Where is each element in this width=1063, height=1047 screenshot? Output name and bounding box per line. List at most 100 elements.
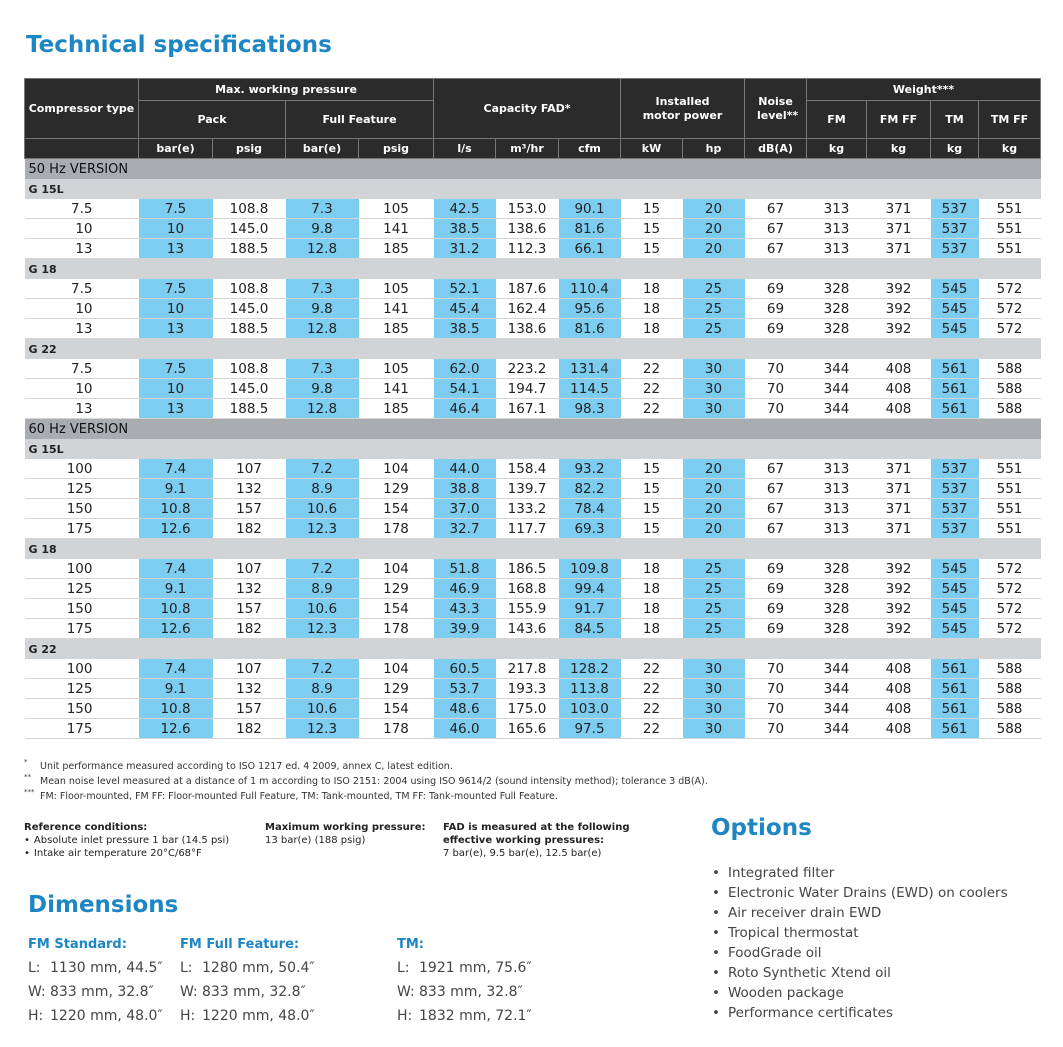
cell: 344 [806, 698, 867, 719]
cell: 67 [744, 478, 807, 499]
cell: 313 [806, 498, 867, 519]
cell: 42.5 [433, 199, 496, 219]
cell: 15 [620, 238, 683, 259]
cell: 138.6 [495, 218, 559, 239]
cell: 129 [358, 578, 434, 599]
footnote-text: Unit performance measured according to I… [40, 761, 453, 772]
header-cell: TM FF [978, 100, 1042, 139]
cell: 588 [978, 698, 1041, 719]
cell: 9.8 [285, 298, 359, 319]
cell: 12.3 [285, 518, 359, 539]
cell: 313 [806, 518, 867, 539]
cell: 44.0 [433, 459, 496, 479]
cell: 313 [806, 459, 867, 479]
cell: 104 [358, 559, 434, 579]
cell: 7.5 [138, 359, 213, 379]
cell: 9.8 [285, 218, 359, 239]
cell: 537 [930, 238, 979, 259]
cell: 22 [620, 678, 683, 699]
cell: 91.7 [558, 598, 621, 619]
cell: 145.0 [212, 378, 286, 399]
cell: 67 [744, 238, 807, 259]
cell: 10 [24, 298, 139, 319]
cell: 25 [682, 578, 745, 599]
cell: 108.8 [212, 359, 286, 379]
cell: 143.6 [495, 618, 559, 639]
cell: 10 [138, 378, 213, 399]
cell: 100 [24, 659, 139, 679]
cell: 178 [358, 518, 434, 539]
cell: 105 [358, 359, 434, 379]
unit-cell: kg [866, 138, 932, 159]
cell: 125 [24, 578, 139, 599]
cell: 25 [682, 279, 745, 299]
cell: 561 [930, 398, 979, 419]
reference-item: Absolute inlet pressure 1 bar (14.5 psi) [24, 834, 264, 847]
cell: 194.7 [495, 378, 559, 399]
cell: 52.1 [433, 279, 496, 299]
cell: 67 [744, 518, 807, 539]
data-row: 175 12.6 182 12.3 178 32.7 117.7 69.3 15 20 67 313 3… [24, 518, 1041, 539]
cell: 114.5 [558, 378, 621, 399]
data-row: 7.5 7.5 108.8 7.3 105 42.5 153.0 90.1 15 20 67 313 3… [24, 199, 1041, 219]
reference: Reference conditions: Absolute inlet pre… [24, 821, 264, 860]
data-row: 175 12.6 182 12.3 178 39.9 143.6 84.5 18 25 69 328 3… [24, 618, 1041, 639]
spec-table: Compressor type Max. working pressure Ca… [24, 78, 1042, 739]
cell: 328 [806, 298, 867, 319]
cell: 10 [138, 298, 213, 319]
cell: 408 [866, 678, 931, 699]
cell: 551 [978, 218, 1041, 239]
cell: 20 [682, 459, 745, 479]
cell: 157 [212, 498, 286, 519]
cell: 185 [358, 318, 434, 339]
cell: 588 [978, 678, 1041, 699]
cell: 392 [866, 598, 931, 619]
dimension-value: 833 mm, 32.8″ [202, 984, 306, 1000]
data-row: 150 10.8 157 10.6 154 48.6 175.0 103.0 22 30 70 344… [24, 698, 1041, 719]
cell: 7.5 [24, 279, 139, 299]
dimension-label: H: [180, 1008, 196, 1024]
reference-title: Reference conditions: [24, 822, 148, 833]
cell: 408 [866, 698, 931, 719]
cell: 10.8 [138, 698, 213, 719]
cell: 572 [978, 618, 1041, 639]
data-row: 13 13 188.5 12.8 185 31.2 112.3 66.1 15 20 67 313 37… [24, 238, 1041, 259]
cell: 110.4 [558, 279, 621, 299]
fad-text: 7 bar(e), 9.5 bar(e), 12.5 bar(e) [443, 848, 602, 859]
cell: 10.6 [285, 698, 359, 719]
data-row: 100 7.4 107 7.2 104 44.0 158.4 93.2 15 20 67 313 371… [24, 459, 1041, 479]
cell: 371 [866, 498, 931, 519]
cell: 25 [682, 598, 745, 619]
cell: 67 [744, 498, 807, 519]
cell: 139.7 [495, 478, 559, 499]
cell: 22 [620, 659, 683, 679]
cell: 93.2 [558, 459, 621, 479]
header-cell: TM [930, 100, 980, 139]
cell: 371 [866, 218, 931, 239]
cell: 153.0 [495, 199, 559, 219]
cell: 551 [978, 498, 1041, 519]
cell: 70 [744, 678, 807, 699]
reference-list: Absolute inlet pressure 1 bar (14.5 psi)… [24, 834, 264, 860]
footnote: *** FM: Floor-mounted, FM FF: Floor-mount… [24, 788, 558, 802]
cell: 20 [682, 498, 745, 519]
cell: 117.7 [495, 518, 559, 539]
cell: 141 [358, 298, 434, 319]
cell: 572 [978, 598, 1041, 619]
cell: 69 [744, 559, 807, 579]
header-cell: Full Feature [285, 100, 434, 139]
dimension-line: W: 833 mm, 32.8″ [180, 980, 315, 1004]
cell: 125 [24, 478, 139, 499]
cell: 561 [930, 378, 979, 399]
option-item: Performance certificates [727, 1003, 1008, 1023]
header-cell: Installed motor power [620, 78, 746, 139]
group-row: G 22 [24, 338, 1041, 359]
cell: 551 [978, 459, 1041, 479]
dimension-line: L: 1130 mm, 44.5″ [28, 956, 163, 980]
cell: 188.5 [212, 398, 286, 419]
dimension-line: H: 1832 mm, 72.1″ [397, 1004, 532, 1028]
unit-cell: kW [620, 138, 684, 159]
cell: 7.2 [285, 459, 359, 479]
cell: 70 [744, 359, 807, 379]
cell: 545 [930, 578, 979, 599]
